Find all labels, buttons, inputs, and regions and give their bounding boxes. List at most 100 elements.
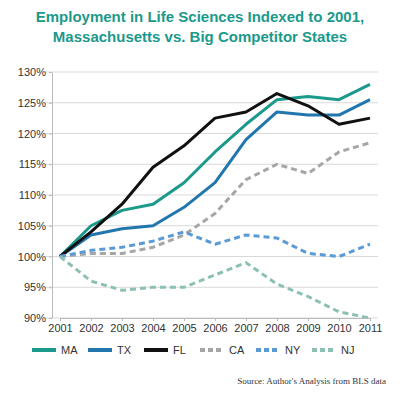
legend-item: FL <box>144 344 186 356</box>
y-tick-label: 95% <box>24 281 46 293</box>
series-line <box>60 94 370 257</box>
y-tick-mark <box>49 226 52 227</box>
series-line <box>60 143 370 257</box>
x-tick: 2002 <box>79 318 103 334</box>
grid-line <box>44 164 378 165</box>
legend-label: TX <box>117 344 132 356</box>
y-tick-mark <box>49 257 52 258</box>
x-tick-label: 2007 <box>234 322 258 334</box>
legend: MA TX FL CA NY NJ <box>32 344 354 356</box>
y-tick-mark <box>49 103 52 104</box>
chart: Employment in Life Sciences Indexed to 2… <box>0 0 400 398</box>
title: Employment in Life Sciences Indexed to 2… <box>36 8 364 45</box>
x-tick: 2003 <box>110 318 134 334</box>
x-tick-mark <box>246 318 247 321</box>
legend-swatch <box>144 348 168 352</box>
x-tick: 2008 <box>265 318 289 334</box>
grid-line <box>44 102 378 103</box>
x-tick-mark <box>60 318 61 321</box>
y-tick: 110% <box>19 189 52 201</box>
y-tick-mark <box>49 287 52 288</box>
legend-swatch <box>88 348 112 352</box>
y-tick-label: 90% <box>24 312 46 324</box>
series-line <box>60 232 370 257</box>
y-tick-mark <box>49 72 52 73</box>
x-tick-mark <box>184 318 185 321</box>
x-tick-label: 2008 <box>265 322 289 334</box>
legend-label: MA <box>61 344 78 356</box>
y-tick-label: 120% <box>18 128 46 140</box>
x-tick-label: 2010 <box>327 322 351 334</box>
x-tick-mark <box>370 318 371 321</box>
y-tick-label: 110% <box>19 189 47 201</box>
y-tick-label: 125% <box>18 97 46 109</box>
y-axis: 90% 95% 100% 105% 110% 115% 120% 125% 130% <box>18 66 53 324</box>
x-tick: 2004 <box>141 318 165 334</box>
x-tick-label: 2004 <box>141 322 165 334</box>
legend-item: MA <box>32 344 78 356</box>
y-tick-label: 130% <box>18 66 46 78</box>
y-tick-mark <box>49 195 52 196</box>
legend-item: NY <box>256 344 301 356</box>
x-tick-mark <box>277 318 278 321</box>
grid-line <box>44 287 378 288</box>
grid-line <box>44 256 378 257</box>
y-tick: 105% <box>18 220 52 232</box>
y-tick-label: 105% <box>18 220 46 232</box>
x-tick: 2007 <box>234 318 258 334</box>
legend-label: CA <box>229 344 245 356</box>
x-tick: 2009 <box>296 318 320 334</box>
legend-label: NY <box>285 344 301 356</box>
y-tick: 130% <box>18 66 52 78</box>
source-note: Source: Author's Analysis from BLS data <box>237 376 386 386</box>
x-tick-label: 2003 <box>110 322 134 334</box>
y-tick-mark <box>49 164 52 165</box>
x-tick-mark <box>339 318 340 321</box>
grid-line <box>44 72 378 73</box>
x-tick-label: 2006 <box>203 322 227 334</box>
x-tick-mark <box>308 318 309 321</box>
y-tick: 95% <box>24 281 52 293</box>
x-tick-label: 2002 <box>79 322 103 334</box>
x-tick-label: 2005 <box>172 322 196 334</box>
legend-item: CA <box>200 344 245 356</box>
grid-line <box>44 133 378 134</box>
x-tick: 2005 <box>172 318 196 334</box>
y-tick: 120% <box>18 128 52 140</box>
y-tick-mark <box>49 134 52 135</box>
x-tick: 2010 <box>327 318 351 334</box>
grid <box>44 72 378 318</box>
y-tick-label: 100% <box>18 251 46 263</box>
y-axis-line <box>52 73 53 319</box>
legend-label: NJ <box>341 344 354 356</box>
series-line <box>60 100 370 257</box>
legend-item: TX <box>88 344 132 356</box>
y-tick-mark <box>49 318 52 319</box>
x-tick-mark <box>91 318 92 321</box>
x-tick-label: 2009 <box>296 322 320 334</box>
grid-line <box>44 318 378 319</box>
y-tick-label: 115% <box>19 158 47 170</box>
x-tick: 2011 <box>359 318 383 334</box>
y-tick: 125% <box>18 97 52 109</box>
x-tick-mark <box>122 318 123 321</box>
series-line <box>60 84 370 256</box>
x-axis: 2001 2002 2003 2004 2005 2006 2007 2008 2009 2010… <box>48 318 382 334</box>
y-tick: 100% <box>18 251 52 263</box>
plot-area <box>60 84 370 318</box>
legend-label: FL <box>173 344 186 356</box>
x-tick-mark <box>153 318 154 321</box>
grid-line <box>44 195 378 196</box>
legend-item: NJ <box>312 344 354 356</box>
x-tick-label: 2001 <box>48 322 72 334</box>
legend-swatch <box>200 348 224 352</box>
legend-swatch <box>256 348 280 352</box>
legend-swatch <box>32 348 56 352</box>
legend-swatch <box>312 348 336 352</box>
series-line <box>60 257 370 319</box>
x-tick-label: 2011 <box>359 322 383 334</box>
x-tick: 2001 <box>48 318 72 334</box>
y-tick: 115% <box>19 158 52 170</box>
x-tick-mark <box>215 318 216 321</box>
x-tick: 2006 <box>203 318 227 334</box>
